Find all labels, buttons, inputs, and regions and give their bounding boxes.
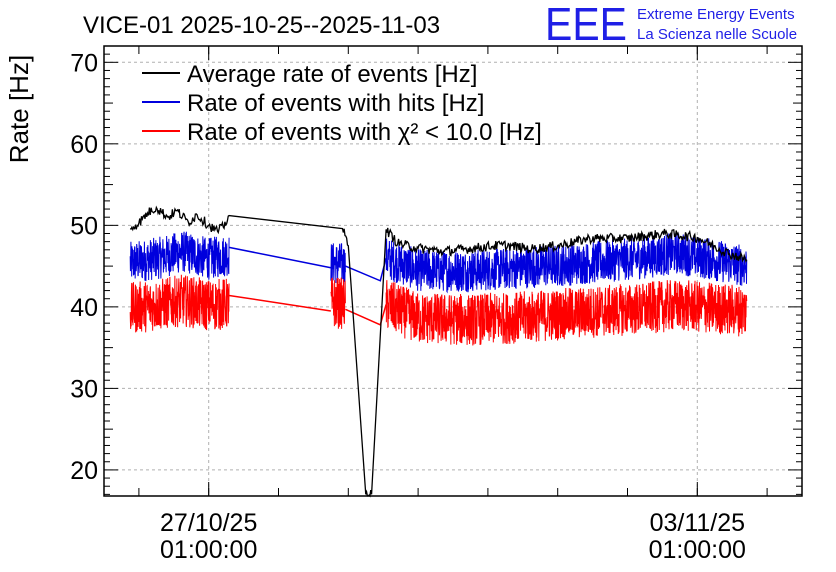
- legend-label: Average rate of events [Hz]: [187, 61, 477, 88]
- series-connector: [228, 294, 331, 312]
- series-band-trace: [129, 274, 230, 333]
- plot-frame: [103, 45, 803, 497]
- y-tick-label: 20: [70, 457, 98, 485]
- series-2: [129, 274, 748, 346]
- series-layer: [129, 205, 748, 498]
- y-tick-label: 40: [70, 294, 98, 322]
- eee-logo: EEE Extreme Energy Events La Scienza nel…: [545, 0, 797, 50]
- series-line: [129, 205, 748, 498]
- series-band-trace: [129, 231, 230, 282]
- series-connector: [228, 246, 331, 269]
- logo-line-1: Extreme Energy Events: [637, 6, 795, 23]
- series-connector: [345, 304, 387, 326]
- y-tick-label: 30: [70, 375, 98, 403]
- logo-line-2: La Scienza nelle Scuole: [637, 26, 797, 43]
- legend-label: Rate of events with hits [Hz]: [187, 90, 484, 117]
- tick-layer: 20304050607027/10/2501:00:0003/11/2501:0…: [70, 45, 802, 564]
- x-tick-label-date: 03/11/25: [650, 509, 745, 537]
- x-tick-label-time: 01:00:00: [649, 536, 746, 564]
- y-axis-label: Rate [Hz]: [4, 55, 34, 163]
- series-band-trace: [385, 232, 748, 294]
- logo-mark: EEE: [545, 0, 627, 50]
- series-band-trace: [330, 277, 346, 329]
- legend-label: Rate of events with χ² < 10.0 [Hz]: [187, 119, 542, 146]
- chart-title: VICE-01 2025-10-25--2025-11-03: [83, 12, 440, 39]
- x-tick-label-date: 27/10/25: [160, 509, 257, 537]
- y-tick-label: 50: [70, 212, 98, 240]
- y-tick-label: 70: [70, 49, 98, 77]
- series-connector: [345, 257, 387, 282]
- series-band-trace: [330, 243, 346, 285]
- legend: Average rate of events [Hz]Rate of event…: [142, 61, 542, 146]
- series-1: [129, 231, 748, 294]
- plot-frame-rect: [103, 45, 803, 497]
- x-tick-label-time: 01:00:00: [160, 536, 257, 564]
- y-tick-label: 60: [70, 131, 98, 159]
- series-0: [129, 205, 748, 498]
- series-band-trace: [385, 280, 748, 346]
